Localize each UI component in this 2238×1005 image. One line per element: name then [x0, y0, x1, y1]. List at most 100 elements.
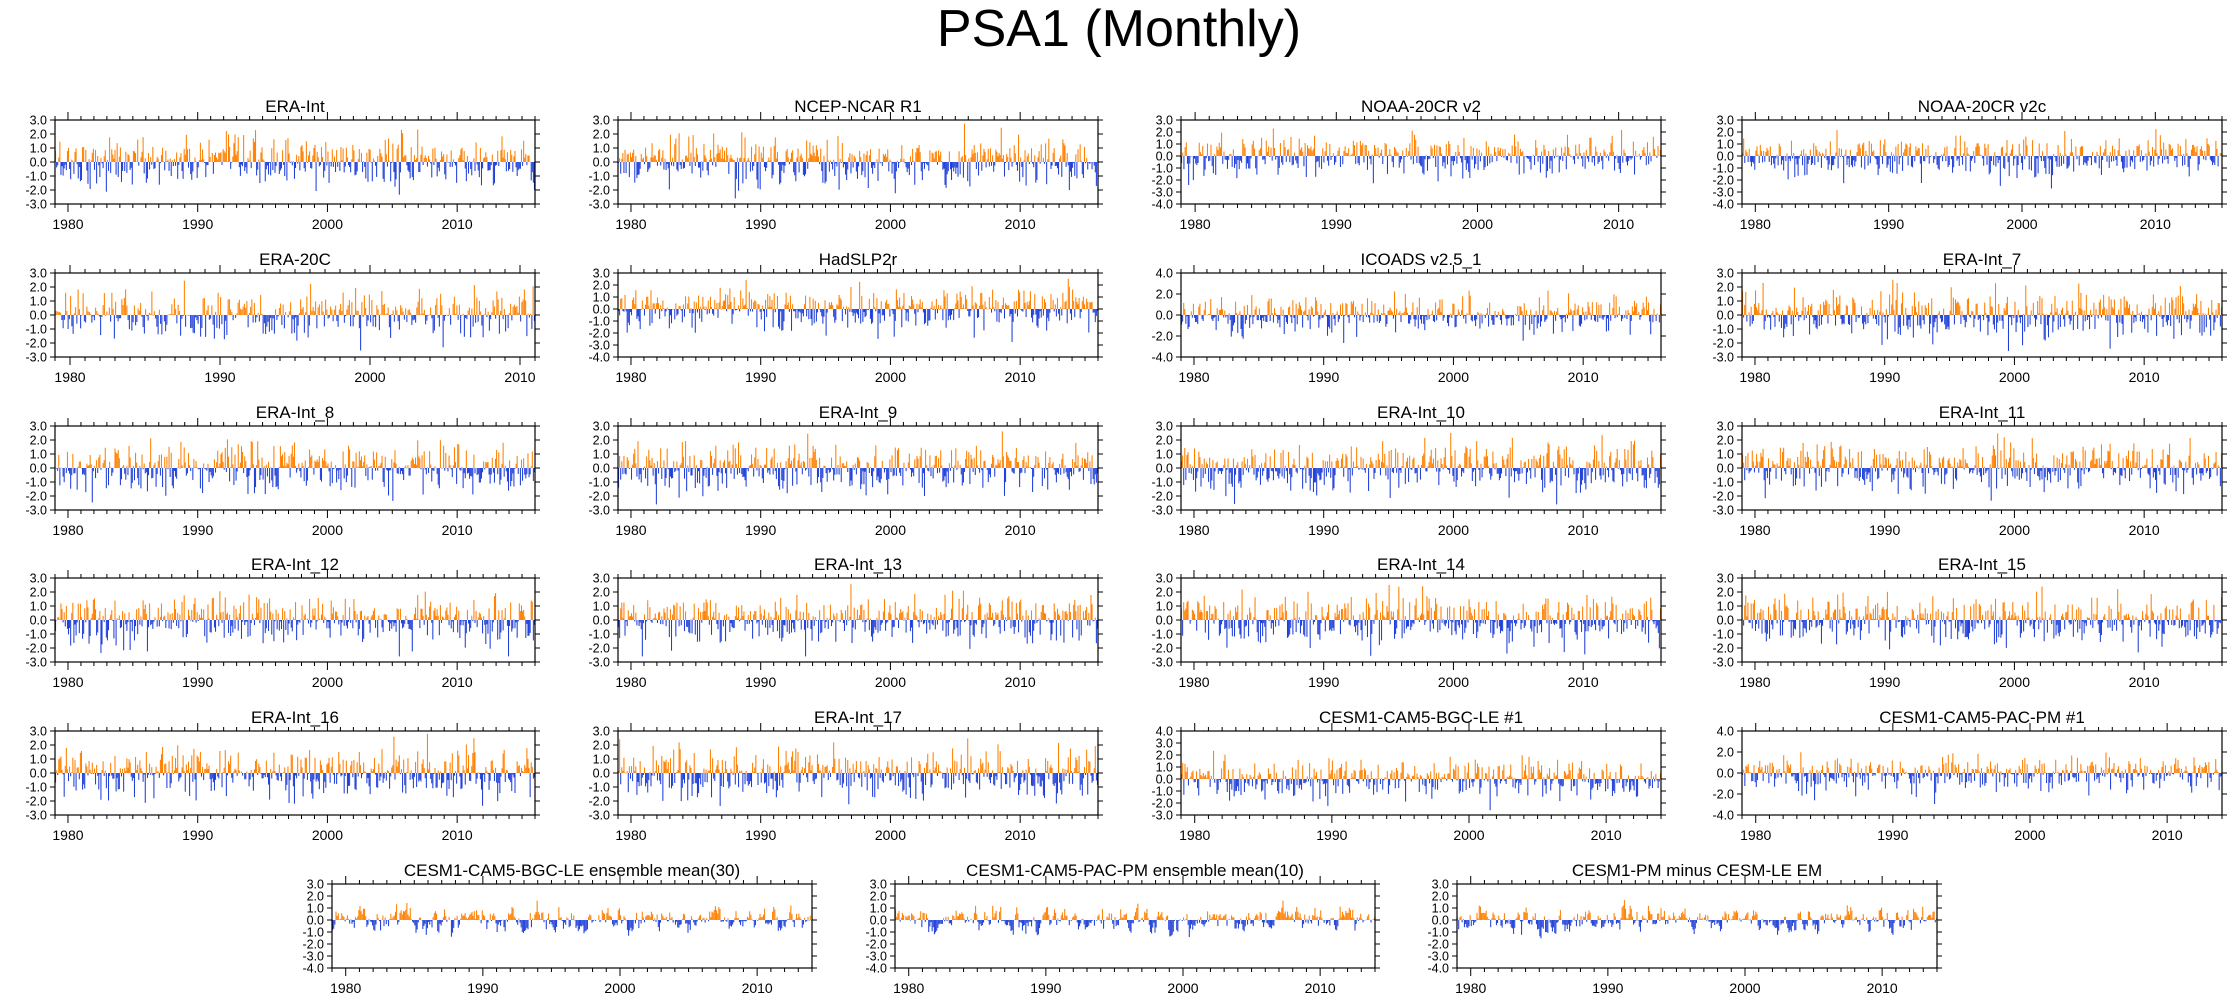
- y-tick-label: -3.0: [1151, 186, 1173, 200]
- y-tick-label: -1.0: [25, 170, 47, 184]
- y-tick-label: 0.0: [1156, 309, 1173, 323]
- y-tick-label: 2.0: [1156, 288, 1173, 302]
- y-tick-label: 2.0: [30, 281, 47, 295]
- y-tick-label: 0.0: [30, 156, 47, 170]
- y-tick-label: 1.0: [30, 295, 47, 309]
- figure-title: PSA1 (Monthly): [0, 0, 2238, 58]
- x-tick-label: 1990: [1308, 369, 1339, 385]
- x-tick-label: 2000: [312, 216, 343, 232]
- y-tick-label: 0.0: [593, 156, 610, 170]
- y-tick-label: -3.0: [25, 198, 47, 212]
- x-tick-label: 1980: [54, 369, 85, 385]
- y-tick-label: 3.0: [1717, 267, 1734, 281]
- y-tick-label: -3.0: [588, 339, 610, 353]
- x-tick-label: 1990: [1869, 369, 1900, 385]
- y-tick-label: 0.0: [30, 462, 47, 476]
- y-tick-label: 2.0: [593, 279, 610, 293]
- y-tick-label: 3.0: [30, 420, 47, 434]
- x-tick-label: 1980: [52, 216, 83, 232]
- panel-title: NOAA-20CR v2: [1361, 97, 1481, 116]
- x-tick-label: 1990: [182, 522, 213, 538]
- x-tick-label: 2000: [875, 216, 906, 232]
- y-tick-label: -4.0: [1712, 198, 1734, 212]
- panel-title: ERA-Int_8: [256, 403, 334, 422]
- y-tick-label: 2.0: [1156, 126, 1173, 140]
- y-tick-label: -2.0: [588, 327, 610, 341]
- y-tick-label: 1.0: [593, 142, 610, 156]
- y-tick-label: 1.0: [1717, 295, 1734, 309]
- panel-2: NCEP-NCAR R1 3.02.01.00.0-1.0-2.0-3.0 1980…: [588, 97, 1103, 232]
- y-tick-label: -2.0: [1712, 337, 1734, 351]
- y-tick-label: -2.0: [25, 184, 47, 198]
- panel-4: NOAA-20CR v2c 3.02.01.00.0-1.0-2.0-3.0-4.…: [1712, 97, 2227, 232]
- panel-title: ERA-20C: [259, 250, 331, 269]
- y-tick-label: 1.0: [593, 291, 610, 305]
- panel-3: NOAA-20CR v2 3.02.01.00.0-1.0-2.0-3.0-4.0…: [1151, 97, 1666, 232]
- x-tick-label: 2010: [1005, 216, 1036, 232]
- y-tick-label: -1.0: [1712, 162, 1734, 176]
- panel-title: ERA-Int: [265, 97, 325, 116]
- x-tick-label: 2010: [442, 216, 473, 232]
- y-tick-label: -1.0: [1712, 323, 1734, 337]
- y-tick-label: 3.0: [593, 267, 610, 281]
- x-tick-label: 2000: [875, 369, 906, 385]
- panel-title: ERA-Int_7: [1943, 250, 2021, 269]
- y-tick-label: -2.0: [25, 337, 47, 351]
- x-tick-label: 1990: [182, 216, 213, 232]
- x-tick-label: 1990: [1873, 216, 1904, 232]
- y-tick-label: 3.0: [30, 267, 47, 281]
- y-tick-label: 3.0: [1156, 114, 1173, 128]
- y-tick-label: 2.0: [1717, 281, 1734, 295]
- panel-title: NCEP-NCAR R1: [794, 97, 922, 116]
- y-tick-label: 1.0: [1156, 138, 1173, 152]
- panel-title: HadSLP2r: [819, 250, 898, 269]
- y-tick-label: -2.0: [1151, 330, 1173, 344]
- x-tick-label: 1980: [615, 216, 646, 232]
- y-tick-label: 0.0: [1717, 309, 1734, 323]
- panel-5: ERA-20C 3.02.01.00.0-1.0-2.0-3.0 1980 1990 2…: [25, 250, 540, 385]
- x-tick-label: 2010: [442, 522, 473, 538]
- panel-8: ERA-Int_7 3.02.01.00.0-1.0-2.0-3.0 1980 199…: [1712, 250, 2227, 385]
- y-tick-label: 4.0: [1156, 267, 1173, 281]
- x-tick-label: 2010: [1603, 216, 1634, 232]
- x-tick-label: 2010: [2129, 369, 2160, 385]
- x-tick-label: 1990: [745, 369, 776, 385]
- x-tick-label: 1980: [1740, 216, 1771, 232]
- x-tick-label: 1990: [1321, 216, 1352, 232]
- y-tick-label: -1.0: [1151, 162, 1173, 176]
- x-tick-label: 1990: [745, 216, 776, 232]
- y-tick-label: 0.0: [593, 303, 610, 317]
- y-tick-label: -4.0: [588, 351, 610, 365]
- y-tick-label: 1.0: [30, 142, 47, 156]
- y-tick-label: -1.0: [588, 170, 610, 184]
- x-tick-label: 1980: [52, 522, 83, 538]
- y-tick-label: -3.0: [1712, 186, 1734, 200]
- x-tick-label: 2000: [312, 522, 343, 538]
- panel-7: ICOADS v2.5_1 4.0 2.0 0.0 -2.0 -4.0 1980 1990 20…: [1151, 250, 1666, 385]
- panel-title: NOAA-20CR v2c: [1918, 97, 2047, 116]
- y-tick-label: 1.0: [1717, 138, 1734, 152]
- y-tick-label: 3.0: [1717, 114, 1734, 128]
- x-tick-label: 2000: [1438, 369, 1469, 385]
- y-tick-label: -3.0: [588, 198, 610, 212]
- y-tick-label: -1.0: [25, 323, 47, 337]
- panel-1: ERA-Int 3.02.01.00.0-1.0-2.0-3.0 1980 1990 2…: [25, 97, 540, 232]
- x-tick-label: 1980: [1178, 369, 1209, 385]
- y-tick-label: -2.0: [1712, 174, 1734, 188]
- y-tick-label: -4.0: [1151, 198, 1173, 212]
- x-tick-label: 2000: [354, 369, 385, 385]
- x-tick-label: 1980: [615, 369, 646, 385]
- x-tick-label: 1980: [1180, 216, 1211, 232]
- panel-9: ERA-Int_8 3.02.01.00.0-1.0-2.0-3.0 1980 199…: [25, 403, 540, 538]
- y-tick-label: 2.0: [1717, 126, 1734, 140]
- x-tick-label: 2010: [2140, 216, 2171, 232]
- y-tick-label: 3.0: [593, 114, 610, 128]
- y-tick-label: 2.0: [593, 128, 610, 142]
- y-tick-label: 0.0: [30, 309, 47, 323]
- x-tick-label: 2000: [1999, 369, 2030, 385]
- plot-frame: [617, 272, 1099, 358]
- y-tick-label: -4.0: [1151, 351, 1173, 365]
- x-tick-label: 1980: [1739, 369, 1770, 385]
